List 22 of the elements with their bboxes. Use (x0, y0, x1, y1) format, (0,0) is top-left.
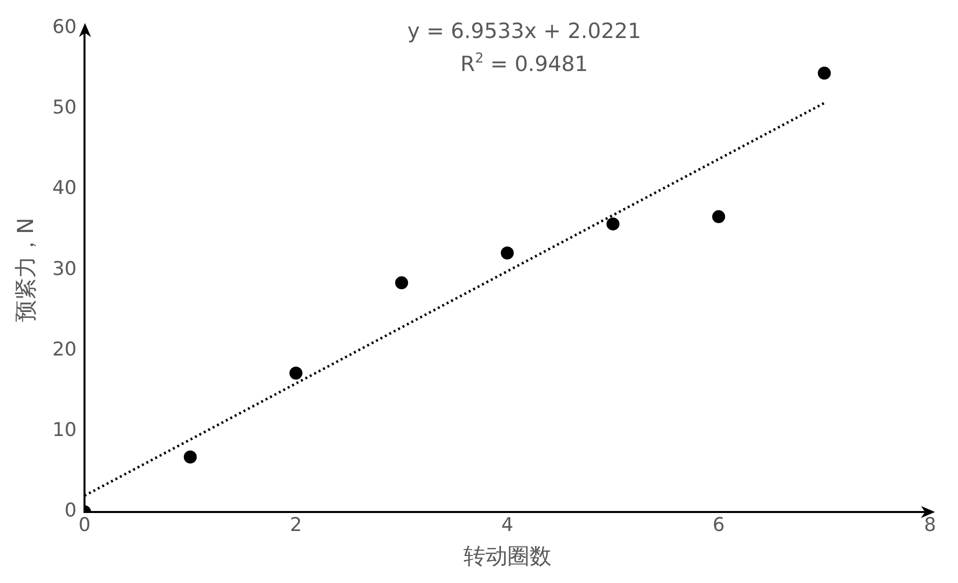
x-tick-label: 0 (78, 514, 91, 536)
y-tick-label: 30 (52, 258, 77, 280)
point (395, 276, 408, 290)
point (712, 210, 726, 224)
y-tick-label: 60 (52, 16, 77, 38)
y-axis-title: 预紧力，N (14, 218, 39, 322)
point (289, 366, 302, 380)
annotation: y = 6.9533x + 2.0221 (407, 19, 642, 43)
x-tick-label: 4 (501, 514, 514, 536)
y-tick-label: 40 (52, 177, 77, 200)
point (500, 246, 514, 260)
point (606, 217, 620, 230)
x-axis-title: 转动圈数 (463, 544, 552, 570)
point (818, 66, 831, 80)
y-tick-label: 0 (64, 500, 77, 522)
x-tick-label: 2 (290, 514, 302, 536)
x-tick-label: 6 (712, 514, 725, 536)
y-tick-label: 10 (52, 419, 77, 442)
y-tick-label: 20 (52, 338, 77, 360)
x-tick-label: 8 (924, 514, 936, 536)
y-tick-label: 50 (52, 96, 77, 119)
point (184, 450, 197, 464)
